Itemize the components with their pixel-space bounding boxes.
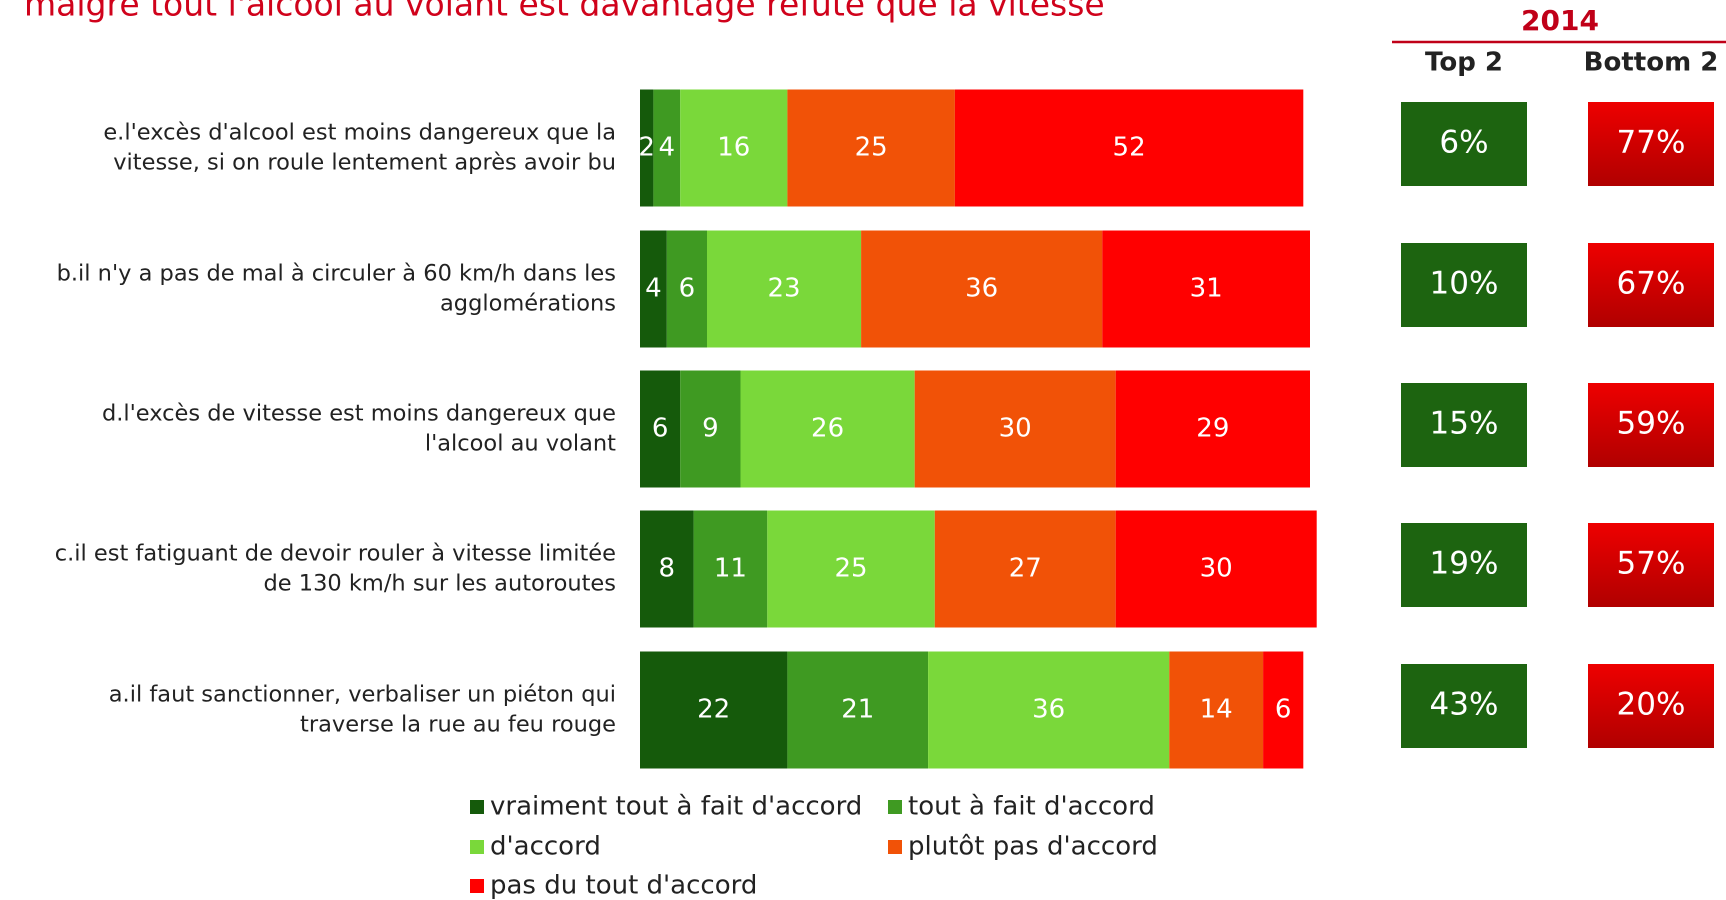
data-label: 52	[1113, 133, 1146, 163]
category-label: c.il est fatiguant de devoir rouler à vi…	[55, 541, 616, 567]
category-label: l'alcool au volant	[425, 431, 616, 457]
legend-swatch	[470, 800, 484, 814]
summary-value: 10%	[1430, 266, 1499, 302]
bar-segment	[1115, 510, 1317, 628]
data-label: 30	[1200, 554, 1233, 584]
data-label: 4	[659, 133, 676, 163]
legend-label: d'accord	[490, 832, 601, 862]
summary-box	[1588, 243, 1714, 327]
chart-title: malgré tout l'alcool au volant est davan…	[24, 0, 1105, 24]
category-label: a.il faut sanctionner, verbaliser un pié…	[109, 682, 616, 708]
bar-segment	[1169, 651, 1264, 769]
data-label: 4	[645, 274, 662, 304]
data-label: 14	[1200, 695, 1233, 725]
data-label: 6	[652, 414, 669, 444]
summary-box	[1588, 523, 1714, 607]
summary-box	[1401, 664, 1527, 748]
data-label: 23	[768, 274, 801, 304]
data-label: 36	[1032, 695, 1065, 725]
summary-box	[1401, 102, 1527, 186]
category-label: de 130 km/h sur les autoroutes	[264, 571, 616, 597]
category-label: d.l'excès de vitesse est moins dangereux…	[102, 401, 616, 427]
bar-segment	[640, 651, 788, 769]
summary-value: 67%	[1617, 266, 1686, 302]
legend-swatch	[470, 840, 484, 854]
bar-segment	[707, 230, 862, 348]
bar-segment	[653, 89, 681, 207]
data-label: 22	[697, 695, 730, 725]
bar-segment	[928, 651, 1170, 769]
summary-box	[1588, 102, 1714, 186]
data-label: 11	[714, 554, 747, 584]
legend-label: pas du tout d'accord	[490, 871, 757, 900]
category-label: b.il n'y a pas de mal à circuler à 60 km…	[57, 261, 616, 287]
data-label: 8	[659, 554, 676, 584]
data-label: 26	[811, 414, 844, 444]
summary-value: 57%	[1617, 546, 1686, 582]
legend-label: plutôt pas d'accord	[908, 832, 1158, 862]
summary-value: 19%	[1430, 546, 1499, 582]
bar-segment	[1115, 370, 1310, 488]
bar-segment	[640, 510, 694, 628]
summary-box	[1401, 523, 1527, 607]
summary-value: 20%	[1617, 687, 1686, 723]
category-label: agglomérations	[440, 291, 616, 317]
summary-value: 6%	[1439, 125, 1488, 161]
legend-label: tout à fait d'accord	[908, 792, 1155, 822]
data-label: 6	[1275, 695, 1292, 725]
bar-segment	[767, 510, 935, 628]
bar-segment	[680, 89, 788, 207]
data-label: 29	[1196, 414, 1229, 444]
summary-value: 59%	[1617, 406, 1686, 442]
bar-segment	[640, 89, 654, 207]
data-label: 21	[841, 695, 874, 725]
summary-value: 77%	[1617, 125, 1686, 161]
legend-swatch	[470, 879, 484, 893]
summary-year: 2014	[1521, 4, 1599, 37]
summary-box	[1588, 383, 1714, 467]
summary-box	[1401, 383, 1527, 467]
bar-segment	[787, 89, 955, 207]
category-label: traverse la rue au feu rouge	[300, 712, 616, 738]
data-label: 9	[702, 414, 719, 444]
data-label: 16	[717, 133, 750, 163]
bar-segment	[666, 230, 707, 348]
bar-segment	[914, 370, 1116, 488]
bar-segment	[1263, 651, 1304, 769]
summary-box	[1588, 664, 1714, 748]
bar-segment	[740, 370, 915, 488]
bar-segment	[787, 651, 929, 769]
bar-segment	[693, 510, 768, 628]
summary-value: 43%	[1430, 687, 1499, 723]
bar-segment	[861, 230, 1103, 348]
legend-swatch	[888, 840, 902, 854]
data-label: 2	[638, 133, 655, 163]
summary-value: 15%	[1430, 406, 1499, 442]
summary-header: Bottom 2	[1584, 48, 1719, 78]
category-label: vitesse, si on roule lentement après avo…	[113, 150, 616, 176]
data-label: 36	[965, 274, 998, 304]
bar-segment	[680, 370, 741, 488]
summary-box	[1401, 243, 1527, 327]
data-label: 27	[1009, 554, 1042, 584]
bar-segment	[640, 230, 667, 348]
data-label: 30	[999, 414, 1032, 444]
bar-segment	[934, 510, 1116, 628]
data-label: 31	[1190, 274, 1223, 304]
data-label: 25	[835, 554, 868, 584]
data-label: 6	[679, 274, 696, 304]
summary-header: Top 2	[1425, 48, 1503, 78]
bar-segment	[640, 370, 681, 488]
data-label: 25	[855, 133, 888, 163]
category-label: e.l'excès d'alcool est moins dangereux q…	[103, 120, 616, 146]
bar-segment	[954, 89, 1304, 207]
legend-label: vraiment tout à fait d'accord	[490, 792, 862, 822]
legend-swatch	[888, 800, 902, 814]
bar-segment	[1102, 230, 1310, 348]
